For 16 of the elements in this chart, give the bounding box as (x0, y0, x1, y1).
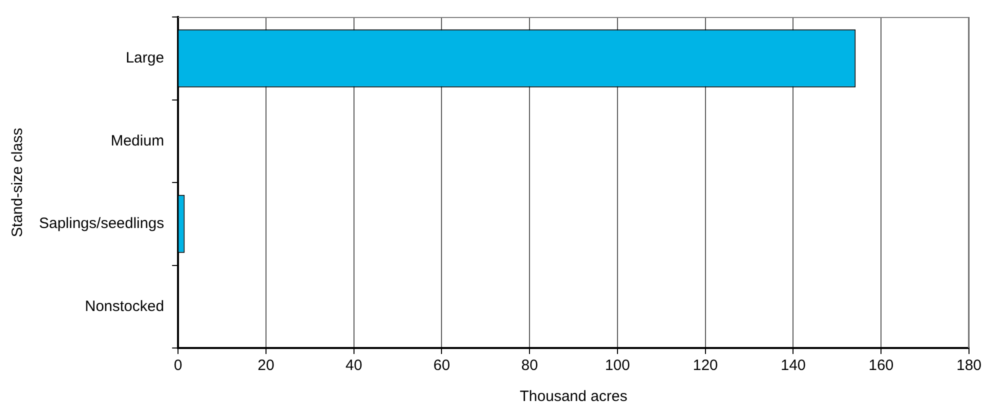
x-tick-label: 0 (174, 357, 182, 374)
x-tick-label: 60 (433, 357, 450, 374)
x-tick-label: 40 (346, 357, 362, 374)
x-tick-label: 100 (604, 357, 630, 374)
x-tick-label: 180 (956, 357, 982, 374)
y-tick-label: Medium (110, 132, 164, 150)
y-tick-label: Nonstocked (84, 298, 164, 315)
x-tick-label: 80 (521, 357, 538, 374)
x-tick-label: 20 (258, 357, 274, 374)
x-tick-label: 140 (780, 357, 806, 374)
x-tick-label: 120 (692, 357, 718, 374)
y-tick-label: Saplings/seedlings (38, 215, 164, 232)
y-axis-title: Stand-size class (9, 128, 26, 238)
x-tick-label: 160 (868, 357, 894, 374)
x-axis-title: Thousand acres (520, 388, 628, 406)
y-tick-label: Large (126, 50, 164, 67)
